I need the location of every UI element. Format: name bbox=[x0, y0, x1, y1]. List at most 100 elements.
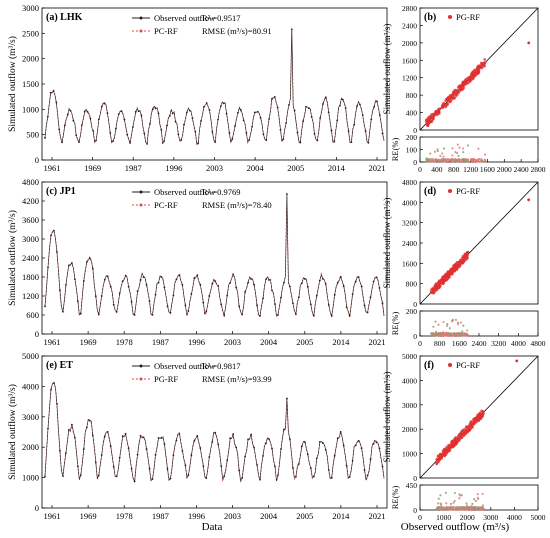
re-point bbox=[437, 332, 441, 335]
observed-point bbox=[292, 302, 294, 304]
observed-point bbox=[256, 463, 258, 466]
observed-point bbox=[305, 105, 307, 108]
series-observed-line bbox=[44, 193, 385, 318]
re-point bbox=[441, 158, 444, 161]
re-point bbox=[449, 159, 452, 162]
observed-point bbox=[148, 300, 151, 303]
observed-point bbox=[330, 129, 333, 132]
observed-point bbox=[351, 293, 354, 296]
y-tick-label: 5000 bbox=[22, 351, 39, 361]
observed-point bbox=[251, 125, 253, 128]
scatter-point bbox=[431, 116, 435, 120]
observed-point bbox=[366, 311, 369, 314]
observed-point bbox=[118, 292, 121, 295]
re-point bbox=[459, 158, 462, 161]
legend-model-marker bbox=[139, 377, 143, 381]
observed-point bbox=[187, 310, 190, 312]
observed-point bbox=[336, 119, 339, 122]
y-tick-label: 1200 bbox=[22, 291, 39, 301]
re-point bbox=[466, 144, 470, 147]
re-point bbox=[481, 160, 485, 163]
observed-point bbox=[229, 437, 232, 439]
scatter-point bbox=[425, 123, 429, 127]
scatter-point bbox=[429, 289, 433, 293]
y-tick-label: 1800 bbox=[22, 272, 39, 282]
re-frame-d bbox=[419, 310, 539, 337]
observed-point bbox=[375, 441, 378, 444]
observed-point bbox=[342, 285, 345, 287]
observed-point bbox=[70, 262, 73, 264]
observed-point bbox=[241, 477, 244, 479]
observed-point bbox=[208, 295, 211, 297]
re-point bbox=[439, 502, 442, 505]
y-axis-label: Simulated outflow (m³/s) bbox=[382, 24, 392, 115]
observed-point bbox=[88, 257, 91, 260]
observed-point bbox=[262, 297, 264, 300]
y-tick-label: 1000 bbox=[22, 104, 39, 114]
observed-point bbox=[361, 114, 364, 116]
re-point bbox=[445, 158, 448, 161]
observed-point bbox=[235, 286, 238, 289]
scatter-point bbox=[429, 120, 433, 124]
scatter-point bbox=[447, 449, 451, 453]
observed-point bbox=[302, 120, 305, 123]
observed-point bbox=[88, 419, 91, 422]
r2-label: R² =0.9517 bbox=[202, 13, 241, 23]
x-tick-label: 1996 bbox=[188, 511, 205, 521]
re-point bbox=[453, 491, 456, 495]
scatter-point bbox=[429, 114, 432, 118]
observed-point bbox=[336, 281, 339, 284]
re-point bbox=[459, 321, 463, 324]
observed-point bbox=[82, 280, 85, 282]
re-point bbox=[447, 507, 450, 510]
re-frame-f bbox=[419, 484, 539, 511]
observed-point bbox=[193, 439, 196, 442]
observed-point bbox=[172, 454, 175, 457]
x-tick-label: 1969 bbox=[80, 337, 97, 347]
re-point bbox=[425, 160, 429, 163]
observed-point bbox=[82, 448, 85, 450]
observed-point bbox=[151, 478, 154, 480]
observed-point bbox=[200, 120, 202, 122]
observed-point bbox=[157, 437, 160, 439]
re-point bbox=[443, 333, 447, 336]
re-point bbox=[450, 332, 453, 335]
re-axis-label: RE(%) bbox=[390, 312, 400, 336]
x-tick-label: 2021 bbox=[369, 163, 386, 173]
observed-point bbox=[194, 130, 197, 133]
re-axis-label: RE(%) bbox=[390, 486, 400, 510]
observed-point bbox=[322, 103, 324, 105]
re-point bbox=[443, 160, 446, 163]
observed-point bbox=[109, 445, 112, 448]
legend-scatter-label: PG-RF bbox=[456, 360, 480, 370]
scatter-point bbox=[435, 458, 439, 461]
observed-point bbox=[196, 435, 199, 437]
observed-point bbox=[44, 305, 46, 308]
observed-point bbox=[321, 277, 324, 280]
observed-point bbox=[354, 280, 357, 283]
observed-point bbox=[106, 431, 109, 433]
observed-point bbox=[330, 314, 333, 317]
observed-point bbox=[358, 103, 361, 106]
observed-point bbox=[168, 114, 171, 117]
re-point bbox=[442, 320, 445, 324]
observed-point bbox=[289, 285, 291, 288]
observed-point bbox=[299, 141, 302, 144]
observed-point bbox=[143, 132, 146, 135]
series-model-line bbox=[44, 29, 385, 146]
y-tick-label: 4000 bbox=[402, 376, 417, 385]
observed-point bbox=[372, 280, 375, 283]
observed-point bbox=[333, 140, 336, 143]
re-point bbox=[441, 508, 444, 511]
re-point bbox=[433, 150, 437, 153]
observed-point bbox=[97, 313, 100, 316]
x-tick-label: 1600 bbox=[480, 165, 495, 174]
y-tick-label: 800 bbox=[406, 91, 418, 100]
observed-point bbox=[336, 437, 339, 440]
y-tick-label: 3000 bbox=[402, 401, 417, 410]
re-point bbox=[474, 159, 477, 162]
observed-point bbox=[199, 447, 202, 449]
scatter-point bbox=[480, 414, 484, 418]
observed-point bbox=[44, 137, 46, 139]
x-tick-label: 1978 bbox=[116, 511, 133, 521]
